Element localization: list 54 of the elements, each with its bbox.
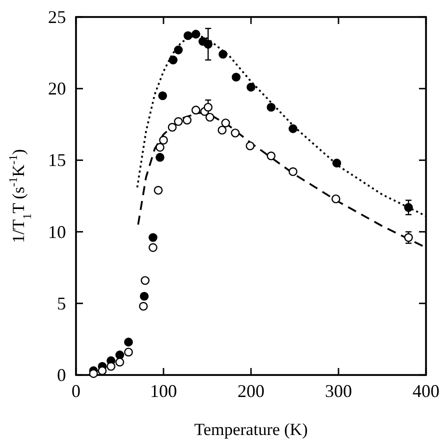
point: [331, 194, 340, 204]
point: [158, 91, 168, 100]
point: [230, 128, 240, 138]
point: [140, 276, 150, 285]
point: [168, 122, 177, 132]
x-axis-title: Temperature (K): [194, 420, 308, 439]
point: [404, 233, 413, 242]
y-tick-label: 5: [57, 293, 66, 314]
point: [184, 31, 192, 40]
point: [140, 292, 149, 301]
point: [156, 142, 164, 152]
point: [288, 124, 298, 134]
x-tick-label: 200: [238, 381, 264, 401]
point: [106, 362, 116, 371]
point: [266, 152, 276, 160]
point: [288, 167, 298, 176]
point: [124, 348, 133, 356]
point: [246, 82, 256, 92]
point: [174, 117, 183, 126]
point: [156, 152, 164, 162]
point: [191, 30, 200, 39]
point: [232, 72, 241, 82]
x-tick-label: 300: [325, 381, 352, 401]
point: [154, 186, 163, 195]
point: [191, 106, 200, 114]
point: [218, 126, 227, 135]
point: [404, 203, 413, 212]
point: [115, 350, 124, 360]
point: [148, 243, 158, 252]
y-tick-label: 10: [48, 222, 66, 242]
x-tick-label: 100: [150, 381, 177, 401]
x-tick-label: 400: [412, 381, 440, 401]
y-tick-label: 25: [48, 7, 66, 27]
point: [168, 56, 178, 64]
point: [204, 102, 213, 112]
point: [115, 358, 124, 367]
y-tick-label: 15: [48, 150, 66, 170]
point: [332, 158, 342, 168]
point: [124, 338, 133, 346]
point: [246, 141, 255, 150]
point: [205, 112, 214, 122]
x-tick-label: 0: [72, 381, 80, 401]
point: [182, 116, 192, 125]
y-tick-label: 0: [57, 365, 66, 385]
point: [148, 233, 158, 242]
y-tick-label: 20: [48, 78, 66, 99]
point: [159, 136, 168, 145]
point: [89, 369, 98, 378]
point: [221, 118, 230, 128]
point: [138, 302, 148, 311]
point: [174, 46, 183, 54]
point: [204, 40, 213, 49]
point: [218, 50, 228, 59]
point: [266, 102, 276, 112]
